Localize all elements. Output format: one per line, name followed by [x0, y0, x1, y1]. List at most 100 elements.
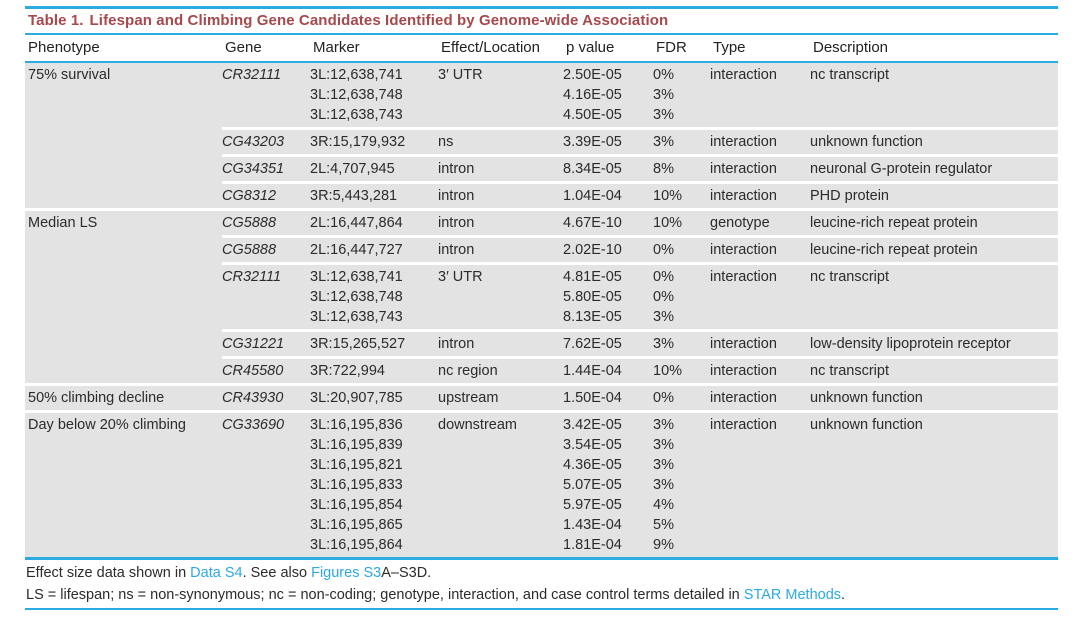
- description-cell: unknown function: [810, 390, 923, 406]
- effect-cell: upstream: [438, 390, 499, 406]
- description-cell: nc transcript: [810, 363, 889, 379]
- column-header-effect-location: Effect/Location: [441, 39, 540, 56]
- pvalue: 5.97E-05: [563, 497, 622, 513]
- effect-cell: ns: [438, 134, 454, 150]
- fdr-cell: 3%: [653, 334, 710, 354]
- table-row: CR43930 3L:20,907,785 upstream 1.50E-04 0% in…: [222, 386, 1058, 410]
- pvalue: 8.34E-05: [563, 161, 622, 177]
- gene-rows: CR43930 3L:20,907,785 upstream 1.50E-04 0% in…: [222, 386, 1058, 410]
- table-row: CG34351 2L:4,707,945 intron 8.34E-05 8% inter…: [222, 157, 1058, 181]
- gene-cell: CR45580: [222, 363, 284, 379]
- marker-value: 3L:16,195,839: [310, 437, 403, 453]
- fdr-value: 3%: [653, 457, 674, 473]
- fdr-value: 4%: [653, 497, 674, 513]
- pvalue: 2.50E-05: [563, 67, 622, 83]
- type-cell: interaction: [710, 134, 777, 150]
- gene-rows: CR32111 3L:12,638,741 3L:12,638,748 3L:12,6…: [222, 63, 1058, 208]
- marker-value: 3L:16,195,821: [310, 457, 403, 473]
- pvalue: 5.80E-05: [563, 289, 622, 305]
- gene-cell: CR32111: [222, 269, 282, 285]
- pvalue: 4.36E-05: [563, 457, 622, 473]
- pvalue: 3.39E-05: [563, 134, 622, 150]
- fdr-value: 3%: [653, 437, 674, 453]
- table-title: Table 1. Lifespan and Climbing Gene Candi…: [28, 12, 668, 29]
- column-header-description: Description: [813, 39, 889, 56]
- footnote-text: A–S3D.: [381, 565, 432, 581]
- marker-cell: 2L:4,707,945: [310, 159, 438, 179]
- gene-rows: CG33690 3L:16,195,836 3L:16,195,839 3L:16,1…: [222, 413, 1058, 557]
- pvalue-cell: 3.39E-05: [563, 132, 653, 152]
- fdr-cell: 10%: [653, 213, 710, 233]
- pvalue: 4.81E-05: [563, 269, 622, 285]
- pvalue: 4.50E-05: [563, 107, 622, 123]
- star-methods-link[interactable]: STAR Methods: [743, 587, 842, 603]
- effect-cell: downstream: [438, 417, 517, 433]
- type-cell: interaction: [710, 269, 777, 285]
- top-rule: [25, 6, 1058, 9]
- pvalue: 5.07E-05: [563, 477, 622, 493]
- fdr-cell: 3%: [653, 132, 710, 152]
- figures-s3-link[interactable]: Figures S3: [311, 565, 382, 581]
- fdr-value: 10%: [653, 363, 683, 379]
- pvalue: 3.54E-05: [563, 437, 622, 453]
- pvalue-cell: 1.04E-04: [563, 186, 653, 206]
- fdr-value: 3%: [653, 107, 674, 123]
- description-cell: nc transcript: [810, 67, 889, 83]
- effect-cell: intron: [438, 242, 475, 258]
- marker-cell: 3L:16,195,836 3L:16,195,839 3L:16,195,821 3…: [310, 415, 438, 555]
- fdr-value: 0%: [653, 67, 674, 83]
- fdr-value: 0%: [653, 269, 674, 285]
- marker-cell: 2L:16,447,864: [310, 213, 438, 233]
- marker-value: 3L:12,638,741: [310, 269, 403, 285]
- fdr-value: 3%: [653, 309, 674, 325]
- gene-cell: CG43203: [222, 134, 285, 150]
- phenotype-cell: Day below 20% climbing: [25, 413, 222, 557]
- marker-value: 3R:15,179,932: [310, 134, 406, 150]
- column-header-gene: Gene: [225, 39, 262, 56]
- footnote-text: Effect size data shown in: [26, 565, 191, 581]
- marker-value: 3L:12,638,741: [310, 67, 403, 83]
- column-header-fdr: FDR: [656, 39, 687, 56]
- marker-value: 3L:12,638,748: [310, 87, 403, 103]
- pvalue: 2.02E-10: [563, 242, 622, 258]
- table-row: CG31221 3R:15,265,527 intron 7.62E-05 3% inte…: [222, 332, 1058, 356]
- description-cell: leucine-rich repeat protein: [810, 215, 978, 231]
- pvalue: 7.62E-05: [563, 336, 622, 352]
- pvalue-cell: 1.44E-04: [563, 361, 653, 381]
- marker-cell: 2L:16,447,727: [310, 240, 438, 260]
- table-row: CR32111 3L:12,638,741 3L:12,638,748 3L:12,6…: [222, 63, 1058, 127]
- pvalue: 1.43E-04: [563, 517, 622, 533]
- fdr-value: 0%: [653, 390, 674, 406]
- fdr-cell: 10%: [653, 361, 710, 381]
- phenotype-group: 50% climbing decline CR43930 3L:20,907,785…: [25, 386, 1058, 410]
- description-cell: leucine-rich repeat protein: [810, 242, 978, 258]
- description-cell: unknown function: [810, 134, 923, 150]
- marker-value: 3R:722,994: [310, 363, 385, 379]
- type-cell: interaction: [710, 363, 777, 379]
- phenotype-group: Median LS CG5888 2L:16,447,864 intron 4.67E-…: [25, 211, 1058, 383]
- marker-value: 3L:12,638,743: [310, 309, 403, 325]
- phenotype-group: 75% survival CR32111 3L:12,638,741 3L:12,63…: [25, 63, 1058, 208]
- fdr-value: 3%: [653, 336, 674, 352]
- data-s4-link[interactable]: Data S4: [190, 565, 243, 581]
- pvalue-cell: 1.50E-04: [563, 388, 653, 408]
- pvalue: 4.16E-05: [563, 87, 622, 103]
- effect-cell: nc region: [438, 363, 498, 379]
- table-body: 75% survival CR32111 3L:12,638,741 3L:12,63…: [25, 63, 1058, 557]
- gene-cell: CG5888: [222, 215, 277, 231]
- fdr-cell: 3% 3% 3% 3% 4% 5% 9%: [653, 415, 710, 555]
- pvalue: 1.44E-04: [563, 363, 622, 379]
- table-title-text: Lifespan and Climbing Gene Candidates Id…: [89, 12, 669, 29]
- gene-cell: CG5888: [222, 242, 277, 258]
- description-cell: unknown function: [810, 417, 923, 433]
- fdr-cell: 0%: [653, 388, 710, 408]
- gene-cell: CG33690: [222, 417, 285, 433]
- phenotype-cell: 75% survival: [25, 63, 222, 208]
- marker-cell: 3R:722,994: [310, 361, 438, 381]
- effect-cell: intron: [438, 188, 475, 204]
- pvalue: 8.13E-05: [563, 309, 622, 325]
- table-number: Table 1.: [28, 12, 84, 29]
- fdr-cell: 8%: [653, 159, 710, 179]
- fdr-value: 0%: [653, 242, 674, 258]
